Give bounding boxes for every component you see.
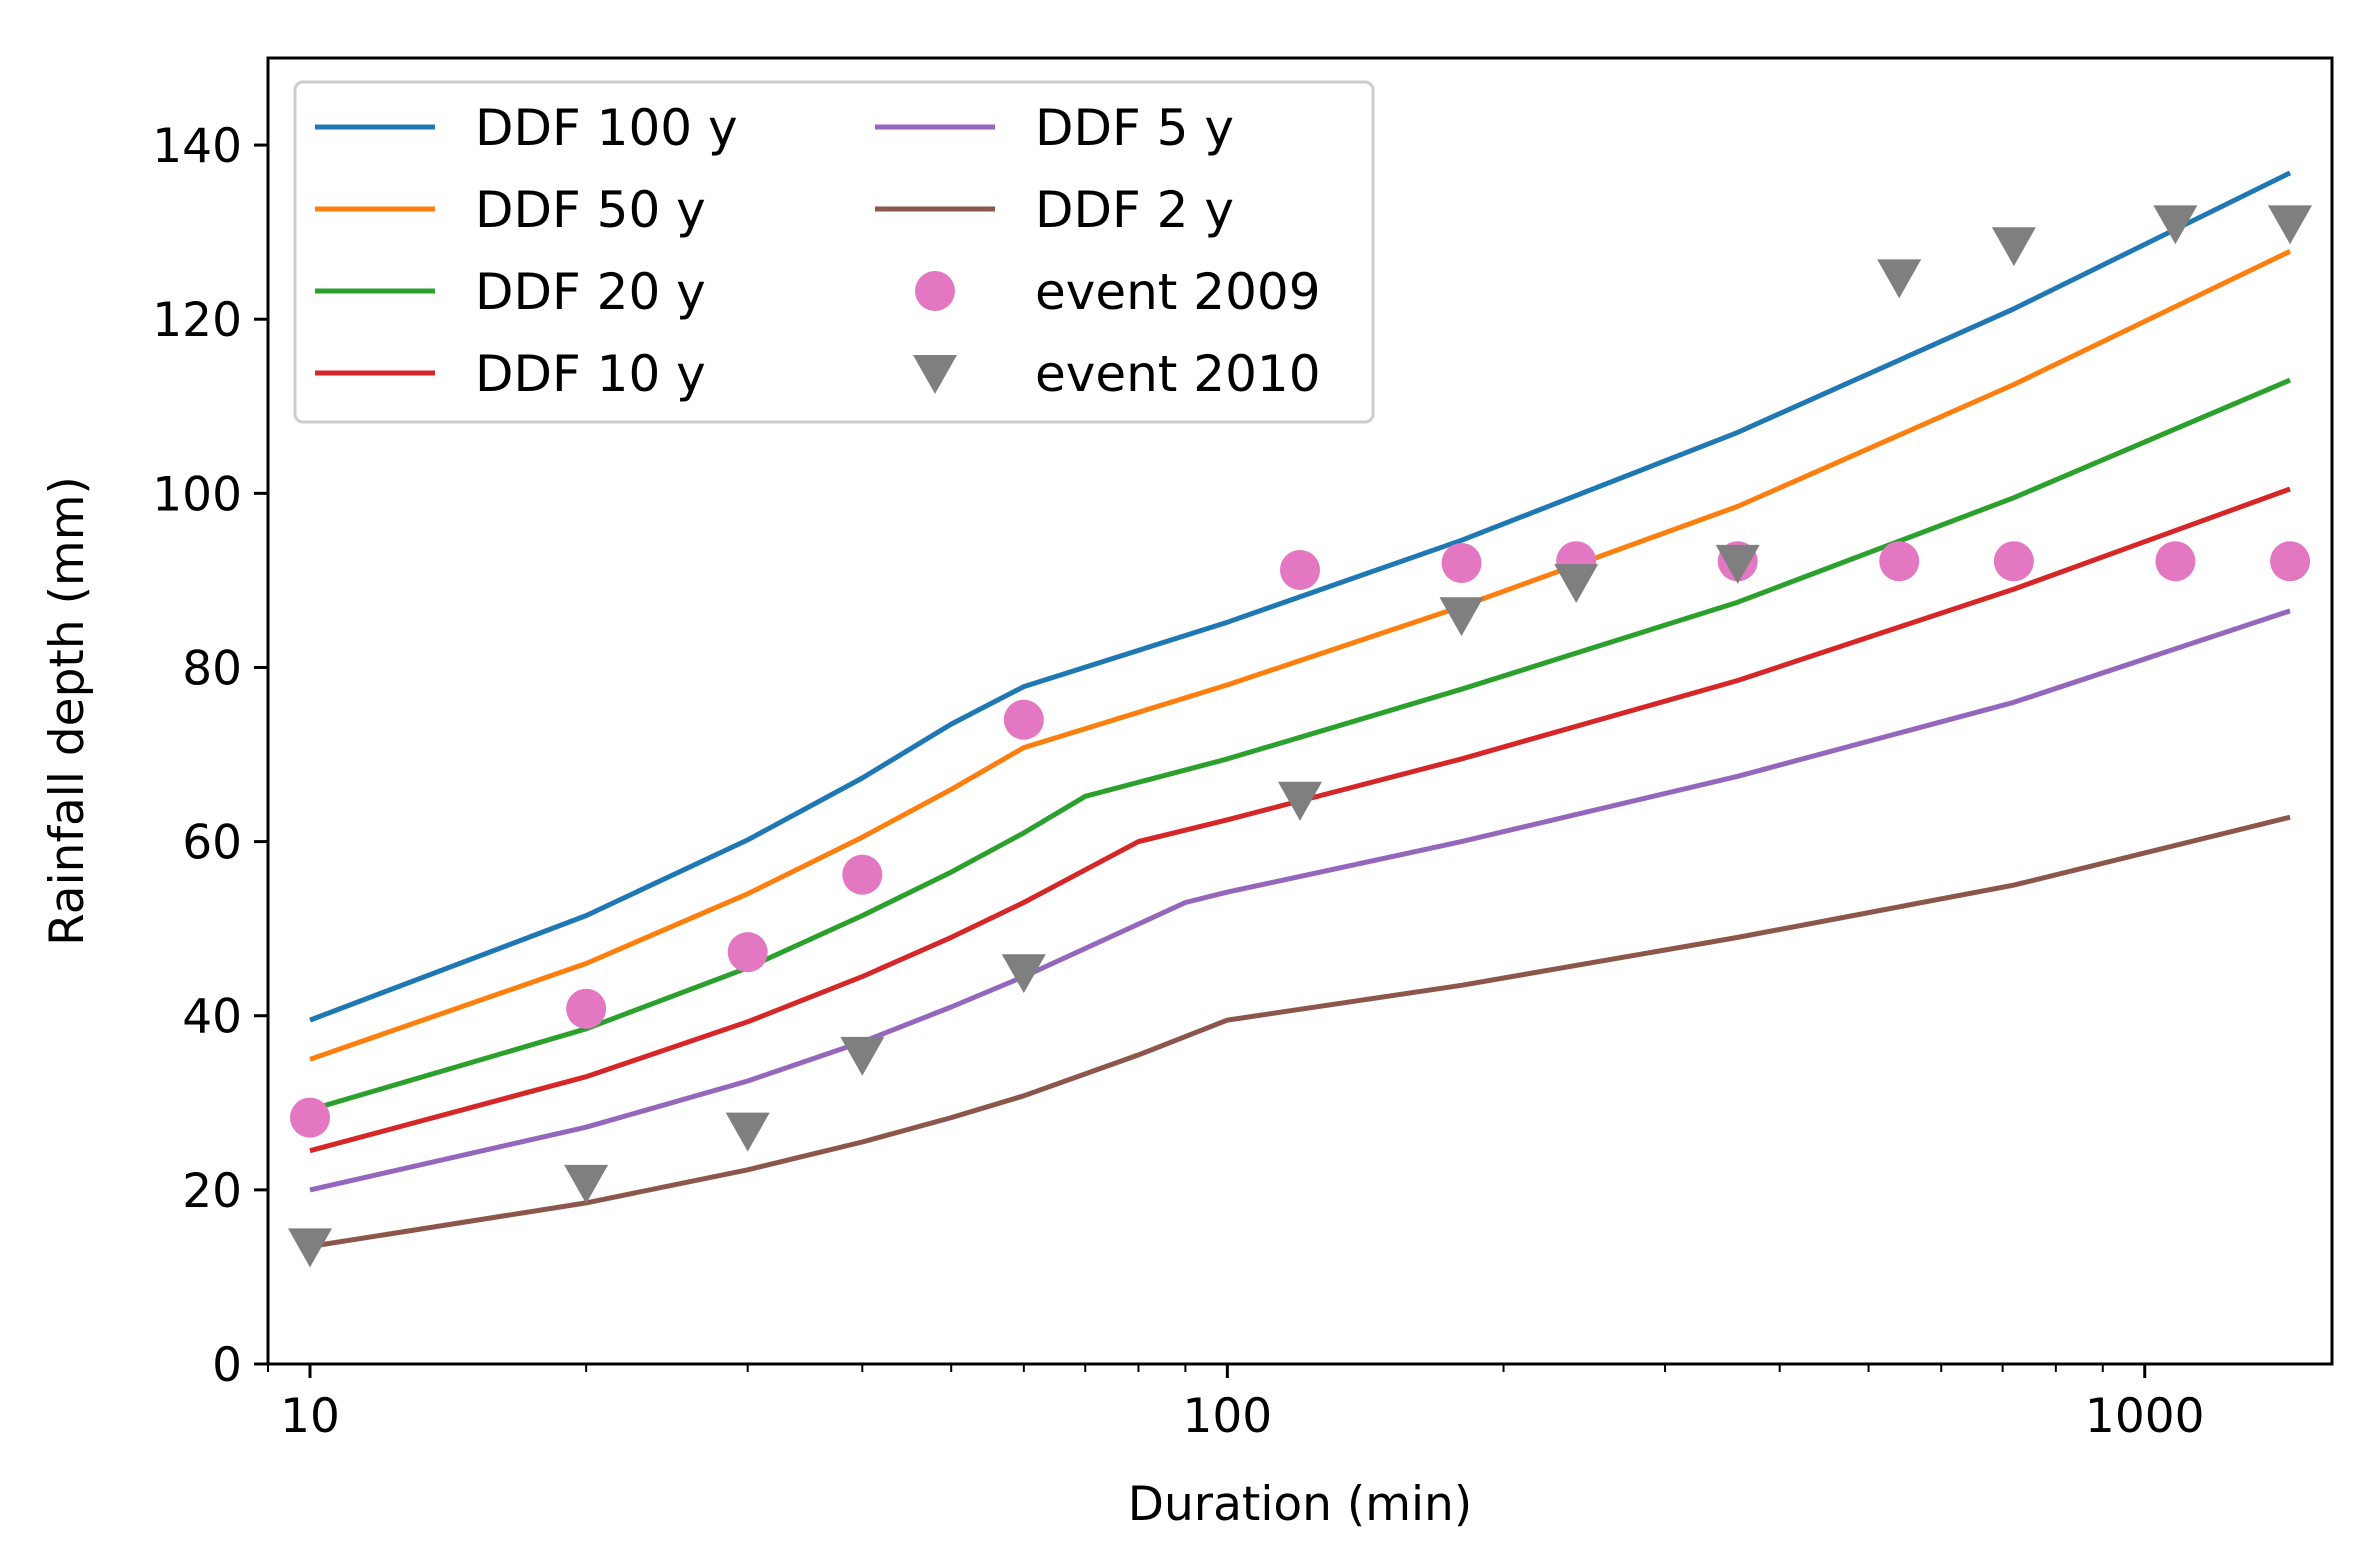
legend-label-event-2010: event 2010 [1035, 345, 1321, 403]
legend-swatch-event-2009 [915, 271, 955, 311]
point-event-2010 [288, 1228, 332, 1268]
point-event-2010 [2153, 205, 2198, 245]
point-event-2010 [1877, 259, 1922, 299]
axes-frame [266, 56, 2334, 1366]
point-event-2010 [840, 1036, 885, 1076]
point-event-2010 [1439, 597, 1484, 637]
x-axis: 10 100 1000 [267, 1364, 2205, 1444]
legend-label-event-2009: event 2009 [1035, 263, 1321, 321]
y-tick-label: 20 [182, 1164, 242, 1219]
legend-label-ddf-50-y: DDF 50 y [475, 181, 706, 239]
series-line-ddf-2-y [309, 814, 2291, 1249]
legend-label-ddf-10-y: DDF 10 y [475, 345, 706, 403]
y-tick-label: 40 [182, 990, 242, 1045]
point-event-2009 [1003, 699, 1044, 740]
y-axis: 0 20 40 60 80 100 120 140 [152, 119, 268, 1393]
point-event-2010 [725, 1112, 770, 1152]
legend-swatch-event-2010 [913, 355, 957, 394]
legend-label-ddf-100-y: DDF 100 y [475, 99, 738, 157]
point-event-2009 [2155, 541, 2196, 582]
y-tick-label: 140 [152, 119, 242, 174]
point-event-2009 [727, 932, 768, 973]
y-tick-label: 0 [212, 1338, 242, 1393]
point-event-2010 [1991, 227, 2036, 267]
x-tick-label: 1000 [2085, 1389, 2205, 1444]
point-event-2009 [289, 1097, 330, 1138]
point-event-2009 [1280, 549, 1320, 590]
series-line-ddf-50-y [309, 249, 2292, 1062]
point-event-2009 [1879, 541, 1920, 582]
y-tick-label: 120 [152, 293, 242, 348]
point-event-2009 [842, 854, 883, 895]
legend-label-ddf-2-y: DDF 2 y [1035, 181, 1234, 239]
x-axis-label: Duration (min) [1128, 1477, 1472, 1532]
point-event-2010 [1001, 954, 1046, 994]
point-event-2010 [1278, 781, 1322, 821]
point-event-2010 [2268, 205, 2312, 245]
x-tick-label: 100 [1183, 1389, 1273, 1444]
legend-label-ddf-5-y: DDF 5 y [1035, 99, 1234, 157]
point-event-2009 [566, 988, 607, 1029]
point-event-2010 [564, 1164, 609, 1204]
series-line-ddf-10-y [309, 486, 2291, 1154]
point-event-2009 [1441, 542, 1482, 583]
legend-frame [293, 80, 1375, 424]
y-tick-label: 80 [182, 641, 242, 696]
x-tick-label: 10 [280, 1389, 340, 1444]
y-axis-label: Rainfall depth (mm) [40, 476, 95, 946]
series-line-ddf-100-y [309, 170, 2292, 1023]
series-line-ddf-20-y [309, 377, 2291, 1113]
legend-label-ddf-20-y: DDF 20 y [475, 263, 706, 321]
point-event-2009 [1993, 541, 2034, 582]
point-event-2010 [1554, 564, 1599, 603]
plot-area [288, 170, 2312, 1268]
y-tick-label: 60 [182, 816, 242, 871]
series-line-ddf-5-y [309, 608, 2291, 1193]
point-event-2010 [1715, 544, 1760, 584]
y-tick-label: 100 [152, 467, 242, 522]
legend: DDF 100 y DDF 50 y DDF 20 y DDF 10 y DDF 5 y… [293, 80, 1375, 424]
point-event-2009 [2270, 541, 2311, 582]
